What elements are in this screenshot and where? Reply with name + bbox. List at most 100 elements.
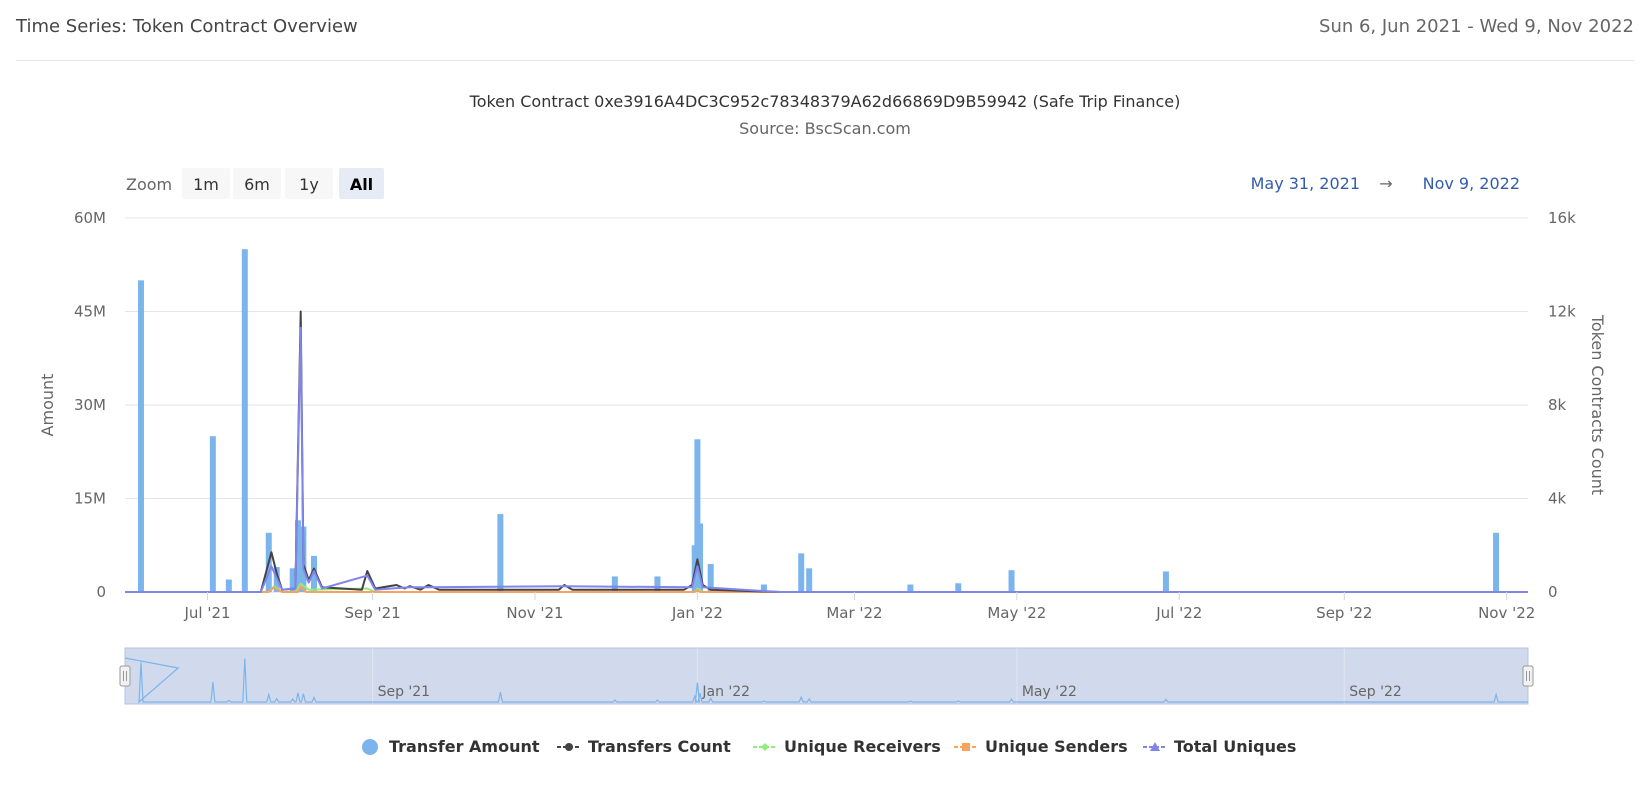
page-title: Time Series: Token Contract Overview: [16, 16, 358, 37]
series-line-transfers-count: [125, 310, 1528, 593]
zoom-button-6m[interactable]: 6m: [233, 168, 281, 199]
x-tick-label: Mar '22: [826, 604, 882, 622]
y2-tick-label: 12k: [1548, 303, 1576, 321]
navigator-series: [124, 657, 1528, 704]
x-tick-label: Jul '22: [1155, 604, 1202, 622]
bar-transfer-amount: [697, 523, 704, 592]
zoom-button-label: All: [350, 175, 373, 194]
legend-marker-circle: [565, 743, 573, 751]
bar-transfer-amount: [798, 553, 805, 592]
x-tick-label: Sep '21: [344, 604, 400, 622]
bar-transfer-amount: [694, 439, 701, 592]
bars-transfer-amount: [137, 249, 1500, 592]
page-header: Time Series: Token Contract Overview Sun…: [16, 0, 1634, 61]
zoom-label: Zoom: [126, 175, 172, 194]
x-tick-label: Sep '22: [1316, 604, 1372, 622]
bar-transfer-amount: [311, 555, 318, 592]
series-line-unique-senders: [125, 585, 1528, 593]
navigator-label: Jan '22: [701, 684, 750, 700]
legend-label: Unique Receivers: [784, 737, 941, 756]
gridlines: [125, 217, 1528, 593]
legend-item-unique-senders[interactable]: Unique Senders: [954, 737, 1128, 756]
legend-item-transfers-count[interactable]: Transfers Count: [557, 737, 731, 756]
bar-transfer-amount: [806, 568, 813, 592]
navigator-label: Sep '21: [378, 684, 431, 700]
zoom-button-bg: [182, 168, 230, 199]
bar-transfer-amount: [955, 583, 962, 592]
bar-transfer-amount: [760, 584, 767, 592]
y-axis-right: 0 4k 8k 12k 16k: [1548, 209, 1576, 601]
y2-tick-label: 16k: [1548, 209, 1576, 227]
bar-transfer-amount: [209, 436, 216, 592]
legend-item-unique-receivers[interactable]: Unique Receivers: [753, 737, 941, 756]
y2-tick-label: 8k: [1548, 396, 1567, 414]
zoom-button-label: 6m: [244, 175, 270, 194]
y-axis-left: 0 15M 30M 45M 60M: [74, 209, 106, 601]
legend-item-transfer-amount[interactable]: Transfer Amount: [362, 737, 540, 756]
bar-transfer-amount: [295, 520, 302, 592]
navigator-mask[interactable]: [124, 647, 1529, 705]
legend-label: Transfers Count: [588, 737, 731, 756]
navigator[interactable]: Sep '21 Jan '22 May '22 Sep '22: [119, 647, 1534, 705]
chart-subtitle: Source: BscScan.com: [739, 119, 911, 138]
bar-transfer-amount: [654, 576, 661, 592]
bar-transfer-amount: [611, 576, 618, 592]
legend-label: Total Uniques: [1174, 737, 1296, 756]
zoom-button-bg: [285, 168, 333, 199]
legend-marker-triangle: [1150, 742, 1160, 751]
series-lines: [125, 310, 1528, 593]
handle-grip: [1522, 665, 1534, 687]
zoom-button-bg: [339, 168, 384, 199]
range-arrow: →: [1379, 174, 1392, 193]
zoom-button-label: 1m: [193, 175, 219, 194]
y-tick-label: 30M: [74, 396, 106, 414]
legend-item-total-uniques[interactable]: Total Uniques: [1143, 737, 1296, 756]
navigator-handle-right[interactable]: [1522, 665, 1534, 687]
legend: Transfer Amount Transfers Count Unique Rec…: [362, 737, 1296, 756]
range-from-input[interactable]: May 31, 2021: [1251, 174, 1360, 193]
y2-tick-label: 0: [1548, 583, 1558, 601]
zoom-buttons: 1m 6m 1y All: [182, 168, 384, 199]
x-tick-label: May '22: [987, 604, 1046, 622]
y-tick-label: 0: [96, 583, 106, 601]
bar-transfer-amount: [241, 249, 248, 592]
legend-symbol-circle: [362, 739, 378, 755]
y2-axis-title: Token Contracts Count: [1588, 314, 1607, 495]
y-tick-label: 60M: [74, 209, 106, 227]
series-line-total-uniques: [125, 326, 1528, 593]
y2-tick-label: 4k: [1548, 490, 1567, 508]
zoom-button-label: 1y: [299, 175, 319, 194]
bar-transfer-amount: [907, 584, 914, 592]
bar-transfer-amount: [1008, 570, 1015, 592]
x-tick-label: Jan '22: [671, 604, 723, 622]
x-tick-label: Nov '22: [1478, 604, 1535, 622]
series-line-unique-receivers: [125, 582, 1528, 593]
zoom-button-bg: [233, 168, 281, 199]
zoom-button-1y[interactable]: 1y: [285, 168, 333, 199]
bar-transfer-amount: [289, 568, 296, 592]
bar-transfer-amount: [137, 280, 144, 592]
navigator-label: Sep '22: [1349, 684, 1402, 700]
bar-transfer-amount: [497, 514, 504, 592]
zoom-button-all[interactable]: All: [339, 168, 384, 199]
header-date-range: Sun 6, Jun 2021 - Wed 9, Nov 2022: [1319, 16, 1634, 37]
bar-transfer-amount: [707, 563, 714, 592]
navigator-label: May '22: [1022, 684, 1077, 700]
bar-transfer-amount: [1162, 571, 1169, 592]
legend-label: Unique Senders: [985, 737, 1128, 756]
legend-label: Transfer Amount: [389, 737, 540, 756]
y-axis-title: Amount: [38, 374, 57, 437]
bar-transfer-amount: [1493, 532, 1500, 592]
navigator-handle-left[interactable]: [119, 665, 131, 687]
x-axis: Jul '21 Sep '21 Nov '21 Jan '22 Mar '22 May '…: [183, 592, 1535, 622]
y-tick-label: 45M: [74, 303, 106, 321]
legend-marker-diamond: [761, 743, 769, 751]
chart-title: Token Contract 0xe3916A4DC3C952c78348379…: [469, 92, 1181, 111]
range-to-input[interactable]: Nov 9, 2022: [1423, 174, 1520, 193]
handle-grip: [119, 665, 131, 687]
zoom-button-1m[interactable]: 1m: [182, 168, 230, 199]
legend-marker-square: [962, 743, 970, 751]
bar-transfer-amount: [225, 579, 232, 592]
y-tick-label: 15M: [74, 490, 106, 508]
